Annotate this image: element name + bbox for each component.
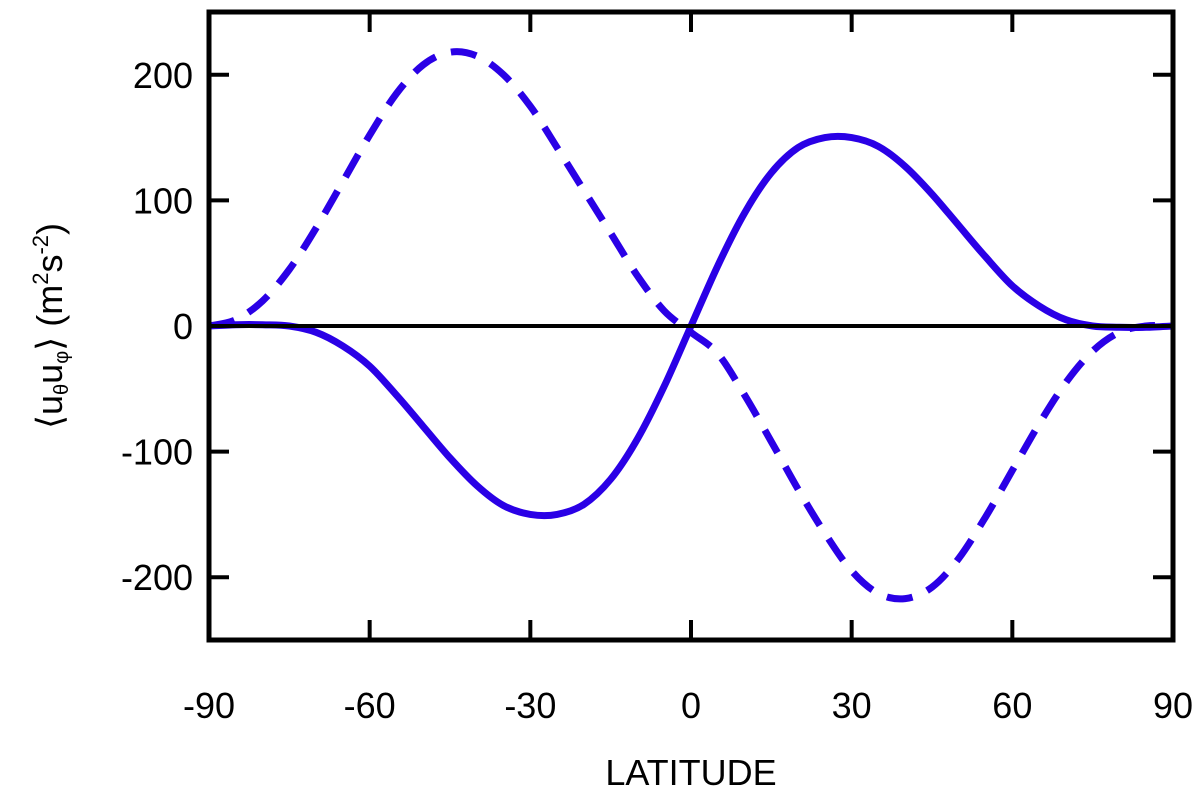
tick-labels-layer: -90 -60 -30 0 30 60 90 -200 -100 0 100 200 <box>121 55 1193 726</box>
x-tick-label: 60 <box>992 685 1032 726</box>
y-label-units-close: ) <box>29 223 70 235</box>
y-label-sub-theta: θ <box>51 384 73 395</box>
y-tick-label: -100 <box>121 432 193 473</box>
y-tick-label: -200 <box>121 557 193 598</box>
y-label-sub-phi: φ <box>51 351 73 364</box>
y-label-open-bracket: ⟨ <box>29 415 70 429</box>
x-axis-label: LATITUDE <box>605 752 776 793</box>
plot-frame <box>206 9 1176 643</box>
x-tick-label: -30 <box>504 685 556 726</box>
x-tick-label: -60 <box>344 685 396 726</box>
y-axis-label: ⟨uθuφ⟩ (m2s-2) <box>28 223 73 429</box>
y-tick-label: 200 <box>133 55 193 96</box>
x-tick-label: 30 <box>832 685 872 726</box>
y-label-close-bracket: ⟩ <box>29 337 70 351</box>
y-label-u2: u <box>29 364 70 384</box>
x-tick-label: 0 <box>681 685 701 726</box>
y-label-units-s: s <box>29 255 70 273</box>
ticks-layer <box>207 12 1175 640</box>
y-tick-label: 0 <box>173 306 193 347</box>
y-label-units-open: (m <box>29 285 70 337</box>
y-label-exp-2: 2 <box>28 273 53 285</box>
y-tick-label: 100 <box>133 180 193 221</box>
series-line-dashed <box>208 48 1174 603</box>
y-label-exp-minus-2: -2 <box>28 235 53 255</box>
x-tick-label: 90 <box>1153 685 1193 726</box>
x-tick-label: -90 <box>183 685 235 726</box>
y-label-u1: u <box>29 395 70 415</box>
